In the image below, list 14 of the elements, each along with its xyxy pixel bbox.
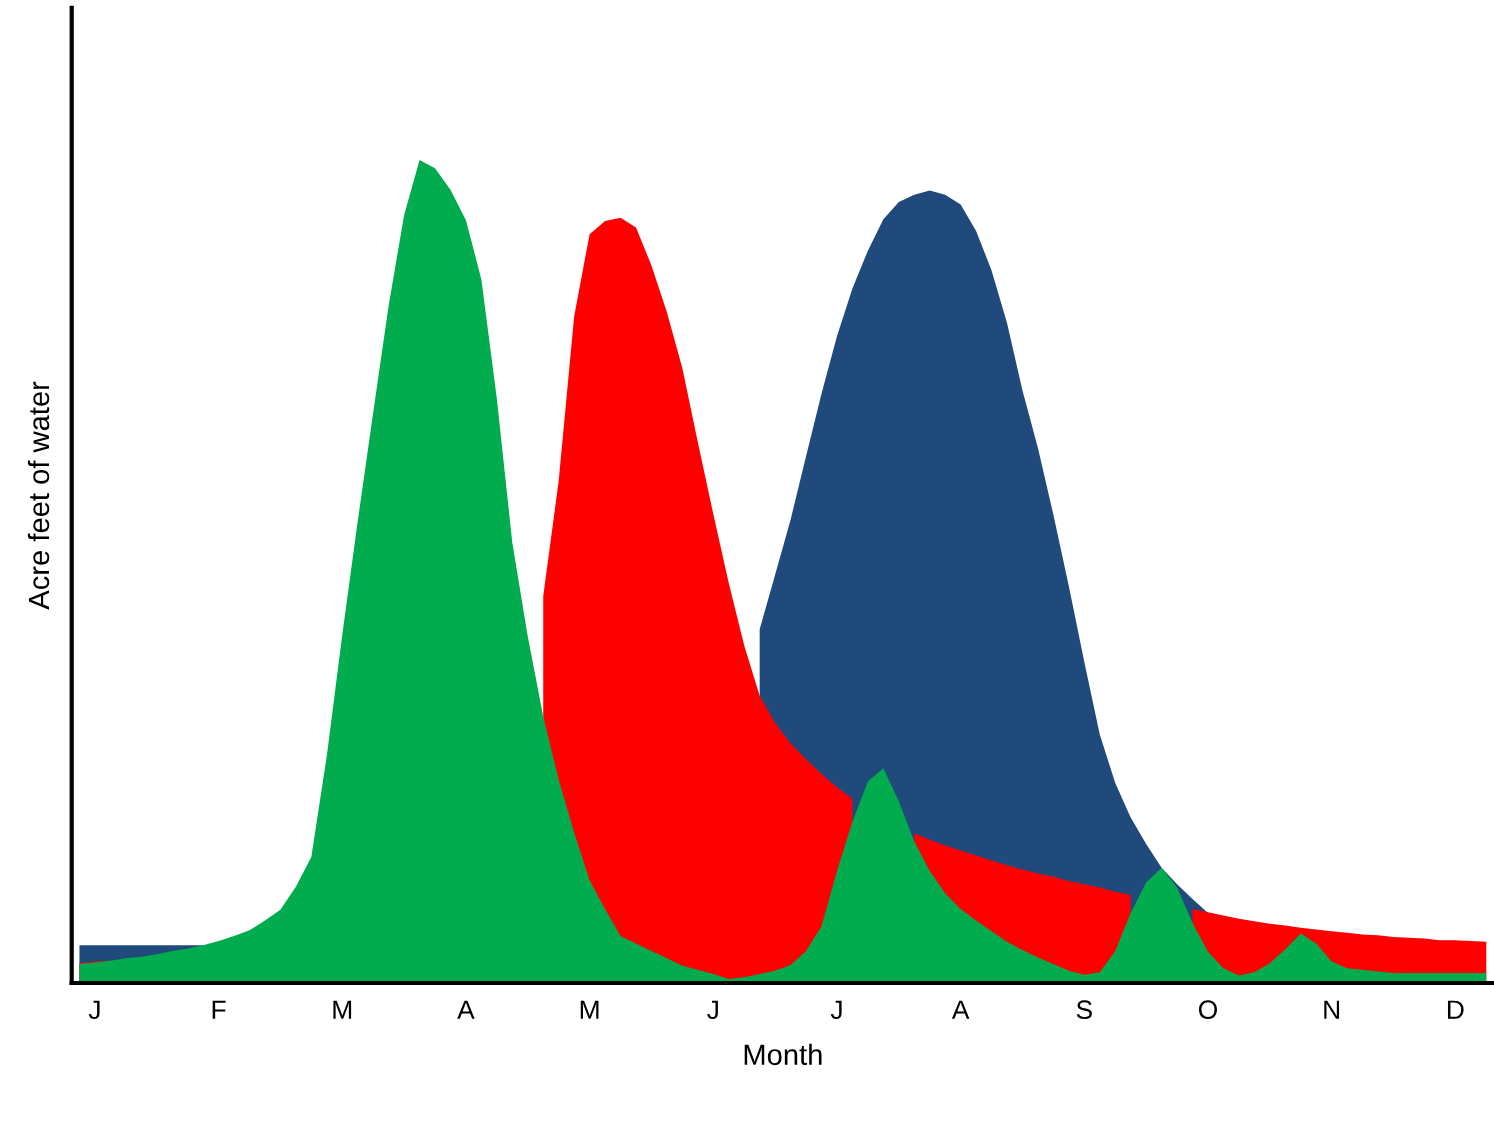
x-axis-title: Month bbox=[744, 1043, 822, 1066]
x-tick-label: M bbox=[333, 1000, 352, 1019]
x-tick-label: J bbox=[88, 1000, 100, 1020]
x-tick-label: A bbox=[457, 1000, 475, 1019]
x-tick-label: N bbox=[1324, 1000, 1340, 1019]
x-tick-label: A bbox=[951, 1000, 970, 1019]
x-tick-label: F bbox=[212, 1000, 226, 1019]
x-tick-label: O bbox=[1198, 1000, 1217, 1020]
x-tick-label: J bbox=[707, 1000, 718, 1020]
y-axis-title: Acre feet of water bbox=[27, 381, 50, 610]
x-tick-label: D bbox=[1447, 1000, 1464, 1019]
x-tick-label: S bbox=[1076, 1000, 1092, 1020]
x-tick-label: M bbox=[580, 1000, 599, 1019]
x-tick-label: J bbox=[830, 1000, 842, 1020]
